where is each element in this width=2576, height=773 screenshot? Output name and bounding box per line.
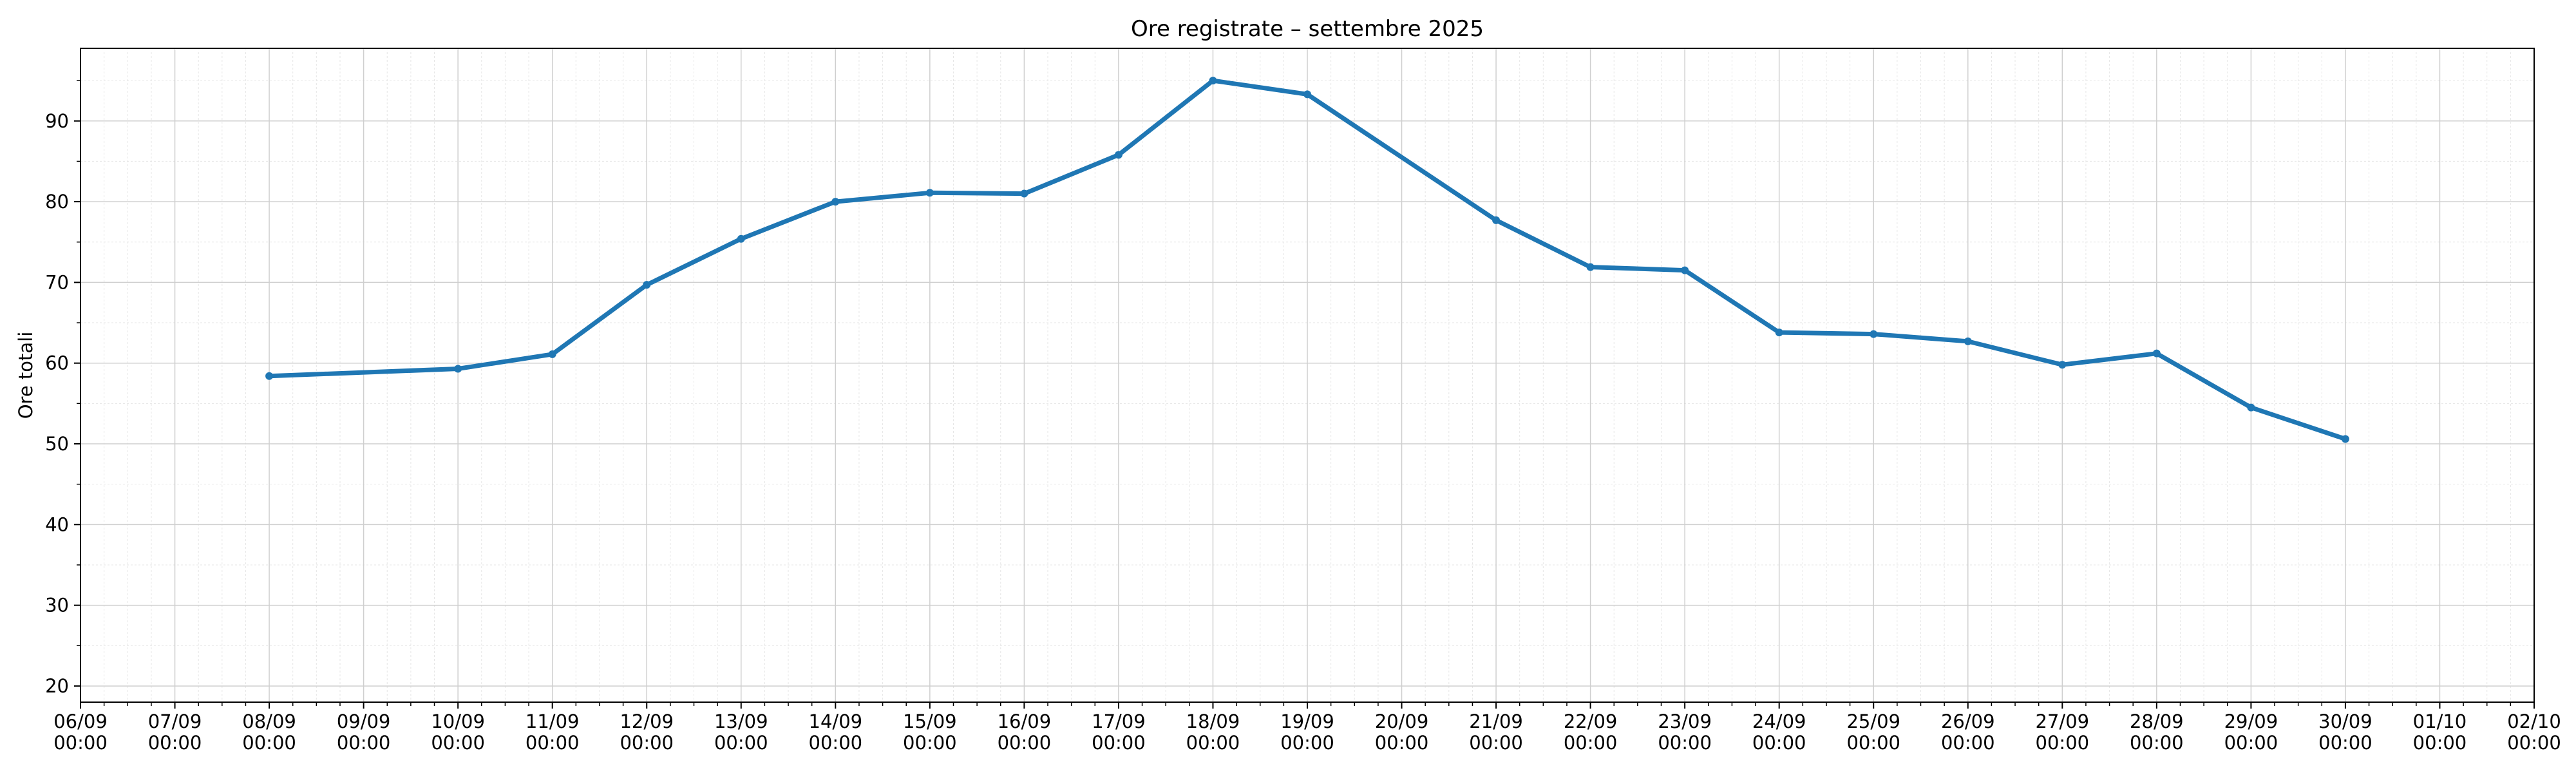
x-tick-label: 02/10 00:00 <box>2507 711 2561 754</box>
data-point <box>737 234 745 243</box>
y-tick-label: 20 <box>45 675 69 697</box>
x-tick-label: 27/09 00:00 <box>2036 711 2090 754</box>
x-tick-label: 16/09 00:00 <box>998 711 1052 754</box>
data-point <box>2247 403 2255 412</box>
x-tick-label: 08/09 00:00 <box>242 711 296 754</box>
x-tick-label: 24/09 00:00 <box>1752 711 1806 754</box>
chart-title: Ore registrate – settembre 2025 <box>1131 16 1484 42</box>
x-tick-label: 12/09 00:00 <box>620 711 674 754</box>
y-tick-label: 90 <box>45 110 69 132</box>
data-point <box>831 198 840 206</box>
x-tick-label: 01/10 00:00 <box>2413 711 2467 754</box>
x-axis: 06/09 00:00 07/09 00:00 08/09 00:00 09/09 00:00… <box>53 702 2561 754</box>
data-point <box>1964 337 1972 345</box>
y-tick-label: 80 <box>45 191 69 213</box>
x-tick-label: 20/09 00:00 <box>1375 711 1429 754</box>
x-tick-label: 19/09 00:00 <box>1280 711 1334 754</box>
data-point <box>454 365 462 373</box>
x-tick-label: 09/09 00:00 <box>337 711 391 754</box>
y-axis: 20 30 40 50 60 70 80 90 <box>45 80 80 697</box>
data-point <box>1209 77 1217 85</box>
y-tick-label: 70 <box>45 271 69 293</box>
x-tick-label: 11/09 00:00 <box>526 711 580 754</box>
data-point <box>1870 330 1878 338</box>
data-point <box>1020 189 1028 198</box>
data-point <box>1114 151 1122 159</box>
x-tick-label: 22/09 00:00 <box>1564 711 1618 754</box>
data-point <box>1681 266 1689 274</box>
data-point <box>1303 90 1311 99</box>
x-tick-label: 25/09 00:00 <box>1846 711 1900 754</box>
data-point <box>643 281 651 289</box>
x-tick-label: 15/09 00:00 <box>903 711 957 754</box>
x-tick-label: 13/09 00:00 <box>714 711 768 754</box>
x-tick-label: 28/09 00:00 <box>2130 711 2184 754</box>
y-tick-label: 40 <box>45 513 69 535</box>
x-tick-label: 18/09 00:00 <box>1186 711 1240 754</box>
data-point <box>925 189 934 197</box>
data-point <box>2341 435 2349 443</box>
y-axis-label: Ore totali <box>15 332 37 419</box>
series-layer <box>265 77 2349 443</box>
x-tick-label: 21/09 00:00 <box>1469 711 1523 754</box>
x-tick-label: 29/09 00:00 <box>2224 711 2278 754</box>
data-point <box>1492 216 1501 224</box>
x-tick-label: 26/09 00:00 <box>1941 711 1995 754</box>
data-point <box>2058 361 2067 369</box>
x-tick-label: 06/09 00:00 <box>53 711 108 754</box>
y-tick-label: 50 <box>45 433 69 455</box>
x-tick-label: 30/09 00:00 <box>2318 711 2372 754</box>
x-tick-label: 10/09 00:00 <box>431 711 485 754</box>
x-tick-label: 17/09 00:00 <box>1092 711 1146 754</box>
x-tick-label: 23/09 00:00 <box>1658 711 1712 754</box>
y-tick-label: 60 <box>45 352 69 374</box>
data-point <box>2152 349 2161 358</box>
data-point <box>1586 263 1595 271</box>
x-tick-label: 14/09 00:00 <box>809 711 863 754</box>
data-point <box>548 350 556 358</box>
data-point <box>1775 329 1783 337</box>
data-point <box>265 372 274 380</box>
x-tick-label: 07/09 00:00 <box>148 711 202 754</box>
y-tick-label: 30 <box>45 595 69 616</box>
major-grid <box>80 48 2535 702</box>
